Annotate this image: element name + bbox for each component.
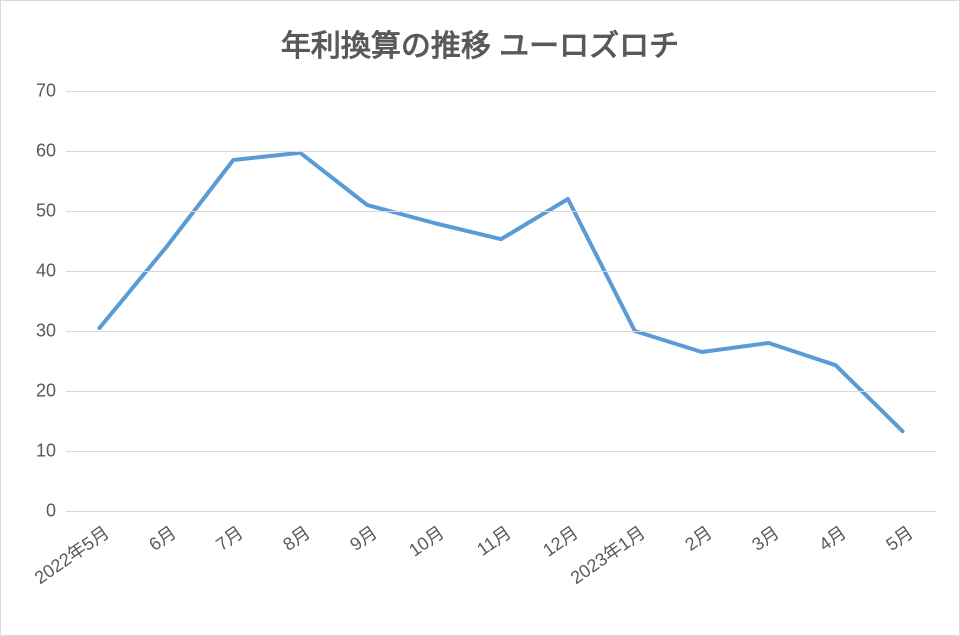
x-tick-label: 4月 bbox=[813, 519, 851, 556]
plot-area: 0102030405060702022年5月6月7月8月9月10月11月12月2… bbox=[66, 91, 936, 511]
y-tick-label: 30 bbox=[36, 321, 56, 342]
x-tick-label: 5月 bbox=[880, 519, 918, 556]
x-tick-label: 2022年5月 bbox=[29, 519, 114, 590]
y-tick-label: 70 bbox=[36, 81, 56, 102]
y-tick-label: 20 bbox=[36, 381, 56, 402]
gridline bbox=[66, 511, 936, 512]
y-tick-label: 50 bbox=[36, 201, 56, 222]
x-tick-label: 8月 bbox=[277, 519, 315, 556]
gridline bbox=[66, 91, 936, 92]
line-chart: 年利換算の推移 ユーロズロチ 0102030405060702022年5月6月7… bbox=[0, 0, 960, 636]
gridline bbox=[66, 211, 936, 212]
line-series bbox=[66, 91, 936, 511]
x-tick-label: 6月 bbox=[143, 519, 181, 556]
chart-title: 年利換算の推移 ユーロズロチ bbox=[1, 21, 959, 65]
gridline bbox=[66, 391, 936, 392]
gridline bbox=[66, 451, 936, 452]
x-tick-label: 11月 bbox=[471, 519, 516, 561]
x-tick-label: 10月 bbox=[403, 519, 449, 562]
x-tick-label: 12月 bbox=[537, 519, 583, 562]
y-tick-label: 0 bbox=[46, 501, 56, 522]
x-tick-label: 9月 bbox=[344, 519, 382, 556]
y-tick-label: 60 bbox=[36, 141, 56, 162]
y-tick-label: 40 bbox=[36, 261, 56, 282]
x-tick-label: 2023年1月 bbox=[564, 519, 649, 590]
line-path bbox=[99, 153, 902, 431]
y-tick-label: 10 bbox=[36, 441, 56, 462]
gridline bbox=[66, 271, 936, 272]
gridline bbox=[66, 151, 936, 152]
x-tick-label: 7月 bbox=[210, 519, 248, 556]
x-tick-label: 3月 bbox=[746, 519, 784, 556]
gridline bbox=[66, 331, 936, 332]
x-tick-label: 2月 bbox=[679, 519, 717, 556]
